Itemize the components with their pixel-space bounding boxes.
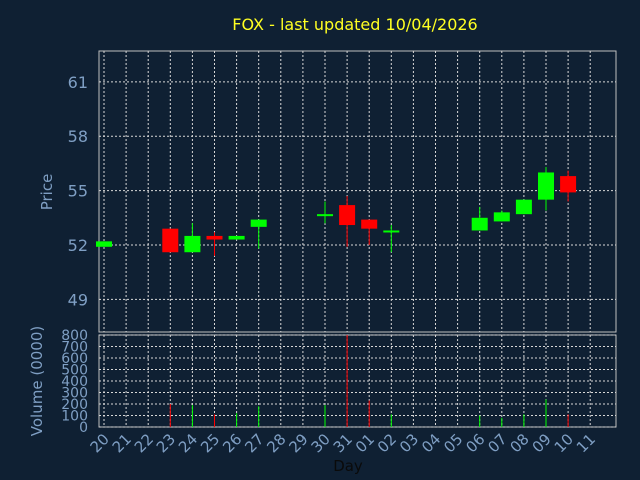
x-tick-label: 11 [573, 430, 599, 456]
price-axis-label: Price [38, 174, 56, 211]
price-panel: 49 52 55 58 61 Price [38, 50, 617, 333]
candle-body [96, 241, 112, 247]
candle-body [361, 219, 378, 229]
x-tick-labels: 2021222324252627282930310102030405060708… [87, 430, 599, 456]
candle [184, 223, 201, 253]
candle-body [228, 235, 245, 240]
candle-body [184, 235, 201, 253]
candle-body [250, 219, 267, 227]
candle [228, 235, 245, 240]
candle-body [493, 212, 510, 222]
candle [162, 228, 179, 253]
price-y-tick-label: 55 [68, 182, 88, 201]
candle [250, 219, 267, 249]
candle [515, 199, 532, 215]
x-axis-label: Day [333, 457, 363, 475]
candle [361, 219, 378, 245]
candle [339, 196, 356, 247]
price-y-tick-label: 49 [68, 290, 88, 309]
volume-y-tick-label: 0 [79, 420, 88, 436]
candle [96, 241, 112, 247]
candle-body [162, 228, 179, 253]
candle [493, 210, 510, 222]
volume-gridlines [99, 334, 616, 428]
chart-title: FOX - last updated 10/04/2026 [232, 15, 477, 34]
price-y-tick-labels: 49 52 55 58 61 [68, 73, 88, 310]
price-y-tick-label: 58 [68, 127, 88, 146]
candle-body [206, 235, 223, 240]
volume-axis-label: Volume (0000) [28, 326, 46, 436]
candle-body [538, 172, 554, 200]
candle-body [383, 230, 400, 233]
candle [538, 167, 554, 211]
volume-y-tick-label: 600 [61, 351, 88, 367]
candle [206, 232, 223, 256]
candles [96, 167, 577, 256]
volume-bars [169, 335, 569, 427]
price-plot-frame [98, 50, 617, 333]
price-y-tick-label: 52 [68, 236, 88, 255]
candle-body [515, 199, 532, 215]
candle [317, 201, 333, 224]
candle-body [317, 214, 333, 217]
volume-y-tick-label: 500 [61, 363, 88, 379]
volume-y-tick-label: 700 [61, 340, 88, 356]
volume-y-tick-label: 200 [61, 397, 88, 413]
volume-y-tick-label: 300 [61, 386, 88, 402]
volume-y-tick-label: 100 [61, 409, 88, 425]
candle [383, 225, 400, 253]
volume-y-tick-label: 800 [61, 328, 88, 344]
price-y-tick-label: 61 [68, 73, 88, 92]
candle-body [339, 205, 356, 226]
candle-body [560, 176, 577, 193]
candle [471, 206, 488, 231]
candle [560, 170, 577, 202]
volume-y-tick-label: 400 [61, 374, 88, 390]
candle-body [471, 217, 488, 231]
